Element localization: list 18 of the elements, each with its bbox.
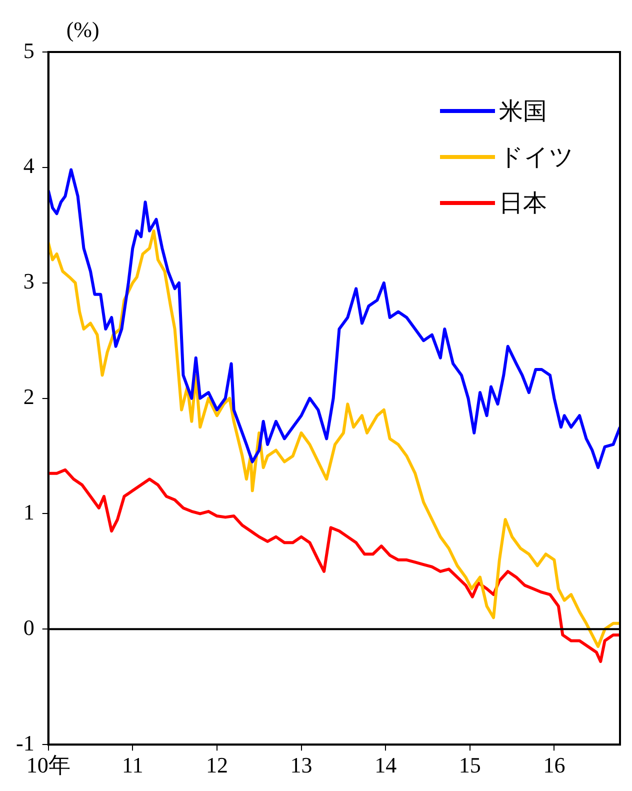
y-tick-label: 5 <box>23 38 34 63</box>
y-axis-title: (%) <box>66 16 100 42</box>
y-tick-label: 2 <box>23 384 34 410</box>
y-tick-label: -1 <box>16 730 34 756</box>
y-tick-label: 4 <box>23 153 34 178</box>
legend-label: 日本 <box>499 190 547 219</box>
x-tick-label: 10年 <box>26 752 70 778</box>
x-tick-label: 14 <box>374 752 397 778</box>
x-tick-label: 16 <box>543 752 566 778</box>
y-tick-label: 1 <box>23 500 34 525</box>
x-tick-label: 12 <box>206 752 228 778</box>
legend-label: 米国 <box>499 98 547 127</box>
y-tick-label: 0 <box>23 614 34 640</box>
x-tick-label: 13 <box>290 752 312 778</box>
x-tick-label: 15 <box>458 752 481 778</box>
y-tick-label: 3 <box>23 268 34 294</box>
x-tick-label: 11 <box>122 752 144 778</box>
legend-label: ドイツ <box>499 144 574 173</box>
